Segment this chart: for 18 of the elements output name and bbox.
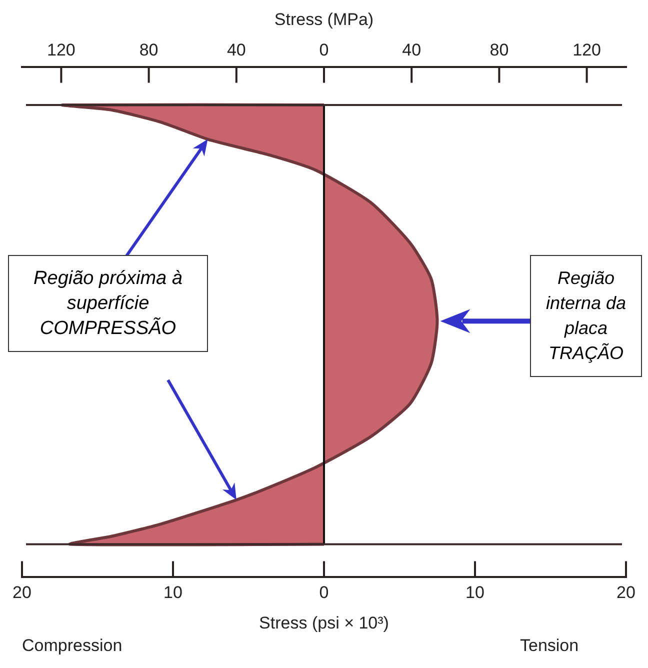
x-tick-label: 10	[466, 583, 484, 602]
x-tick-label: 20	[12, 583, 32, 602]
x-axis-title: Stress (psi × 10³)	[259, 613, 389, 632]
x-tick-label: 0	[319, 583, 329, 602]
x-tick-label: 20	[616, 583, 636, 602]
text: Tension	[520, 636, 579, 656]
x2-tick-label: 80	[139, 40, 158, 60]
x2-axis-title: Stress (MPa)	[274, 10, 374, 29]
x-tick-label: 10	[164, 583, 182, 602]
x2-tick-label: 120	[47, 40, 76, 60]
text: Compression	[22, 636, 122, 656]
x2-tick-label: 40	[226, 40, 246, 60]
x2-tick-label: 120	[572, 40, 601, 60]
x2-tick-label: 80	[490, 40, 509, 60]
x2-tick-label: 0	[319, 40, 329, 60]
annotation: Região próxima à superfície COMPRESSÃO	[8, 255, 208, 352]
x2-tick-label: 40	[402, 40, 422, 60]
annotation: Região interna da placa TRAÇÃO	[530, 255, 642, 377]
